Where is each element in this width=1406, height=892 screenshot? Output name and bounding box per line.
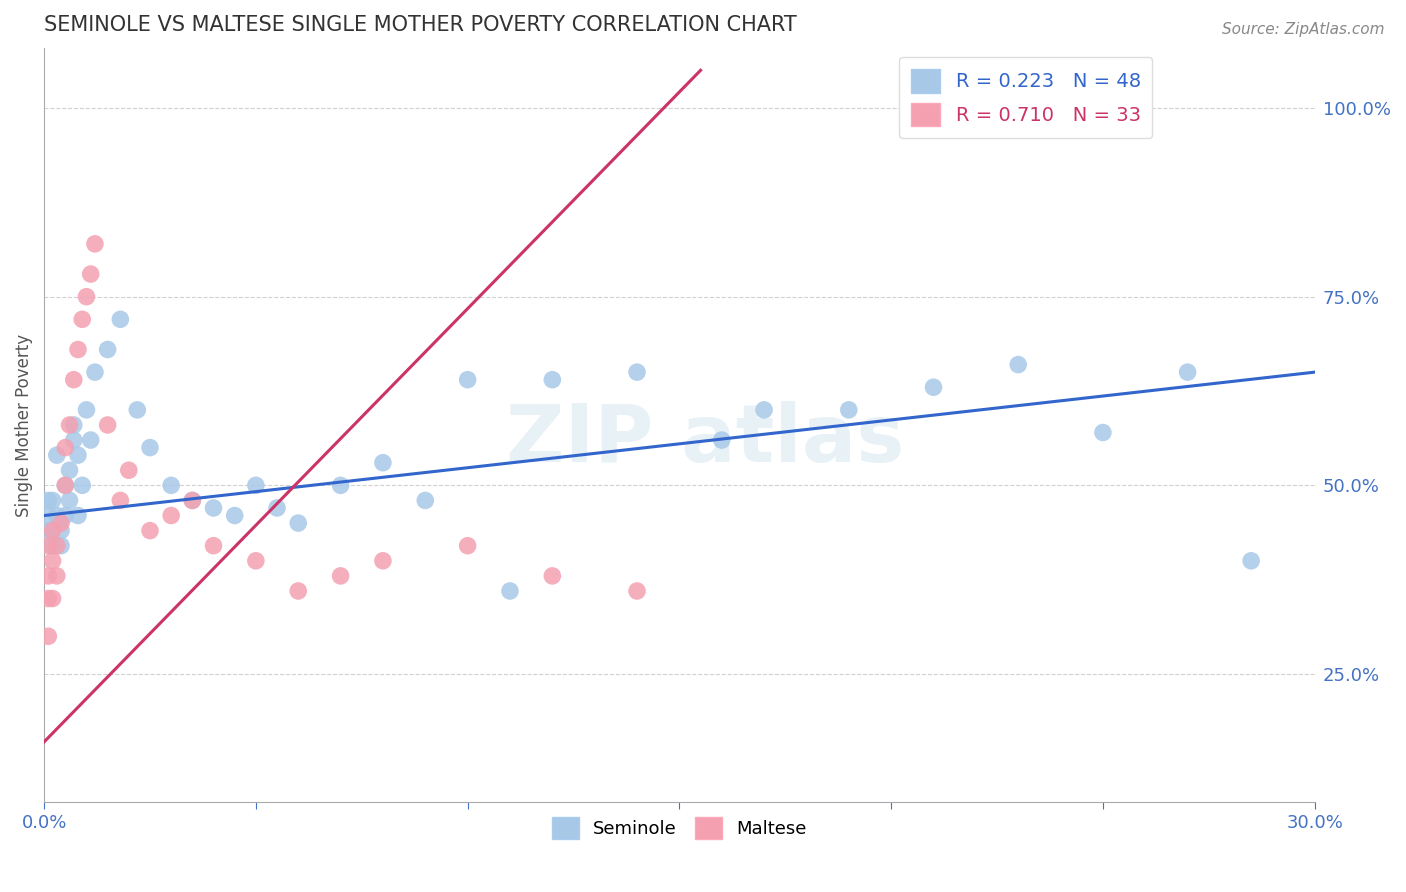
Point xyxy=(41,524,63,538)
Point xyxy=(97,417,120,432)
Point xyxy=(626,365,648,379)
Point xyxy=(371,554,394,568)
Point xyxy=(41,493,63,508)
Point xyxy=(62,433,84,447)
Point xyxy=(62,417,84,432)
Point xyxy=(37,524,59,538)
Point xyxy=(41,554,63,568)
Point xyxy=(1240,554,1263,568)
Point xyxy=(58,493,80,508)
Point xyxy=(37,569,59,583)
Point xyxy=(181,493,204,508)
Point xyxy=(457,539,479,553)
Point xyxy=(66,508,89,523)
Point xyxy=(110,312,132,326)
Point xyxy=(41,591,63,606)
Point xyxy=(139,441,162,455)
Text: SEMINOLE VS MALTESE SINGLE MOTHER POVERTY CORRELATION CHART: SEMINOLE VS MALTESE SINGLE MOTHER POVERT… xyxy=(44,15,797,35)
Point xyxy=(58,463,80,477)
Point xyxy=(1007,358,1029,372)
Point xyxy=(110,493,132,508)
Point xyxy=(53,478,76,492)
Point xyxy=(202,500,225,515)
Point xyxy=(287,584,309,599)
Point xyxy=(139,524,162,538)
Point xyxy=(329,569,352,583)
Point xyxy=(245,478,267,492)
Point xyxy=(70,478,93,492)
Point xyxy=(66,448,89,462)
Point xyxy=(224,508,246,523)
Point xyxy=(1177,365,1199,379)
Point xyxy=(127,403,149,417)
Point xyxy=(49,516,72,530)
Point xyxy=(245,554,267,568)
Point xyxy=(75,403,97,417)
Text: Source: ZipAtlas.com: Source: ZipAtlas.com xyxy=(1222,22,1385,37)
Point xyxy=(160,508,183,523)
Point xyxy=(266,500,288,515)
Point xyxy=(45,539,67,553)
Point xyxy=(752,403,775,417)
Legend: Seminole, Maltese: Seminole, Maltese xyxy=(544,810,814,847)
Point xyxy=(710,433,733,447)
Point xyxy=(66,343,89,357)
Point xyxy=(58,417,80,432)
Point xyxy=(53,478,76,492)
Point xyxy=(287,516,309,530)
Point xyxy=(45,448,67,462)
Point xyxy=(181,493,204,508)
Point xyxy=(41,539,63,553)
Point xyxy=(541,373,564,387)
Point xyxy=(53,508,76,523)
Point xyxy=(45,569,67,583)
Point xyxy=(41,524,63,538)
Point xyxy=(1091,425,1114,440)
Point xyxy=(413,493,436,508)
Point xyxy=(80,433,103,447)
Point xyxy=(75,290,97,304)
Point xyxy=(838,403,860,417)
Point xyxy=(49,524,72,538)
Point xyxy=(37,629,59,643)
Point xyxy=(499,584,522,599)
Point xyxy=(84,236,107,251)
Point xyxy=(80,267,103,281)
Point xyxy=(49,539,72,553)
Point xyxy=(53,441,76,455)
Point xyxy=(626,584,648,599)
Point xyxy=(62,373,84,387)
Text: ZIP atlas: ZIP atlas xyxy=(506,401,904,479)
Point xyxy=(97,343,120,357)
Point xyxy=(202,539,225,553)
Point xyxy=(541,569,564,583)
Point xyxy=(160,478,183,492)
Point xyxy=(371,456,394,470)
Point xyxy=(45,508,67,523)
Point xyxy=(37,508,59,523)
Point xyxy=(922,380,945,394)
Y-axis label: Single Mother Poverty: Single Mother Poverty xyxy=(15,334,32,516)
Point xyxy=(457,373,479,387)
Point xyxy=(84,365,107,379)
Point xyxy=(118,463,141,477)
Point xyxy=(37,493,59,508)
Point xyxy=(329,478,352,492)
Point xyxy=(70,312,93,326)
Point xyxy=(37,539,59,553)
Point xyxy=(37,591,59,606)
